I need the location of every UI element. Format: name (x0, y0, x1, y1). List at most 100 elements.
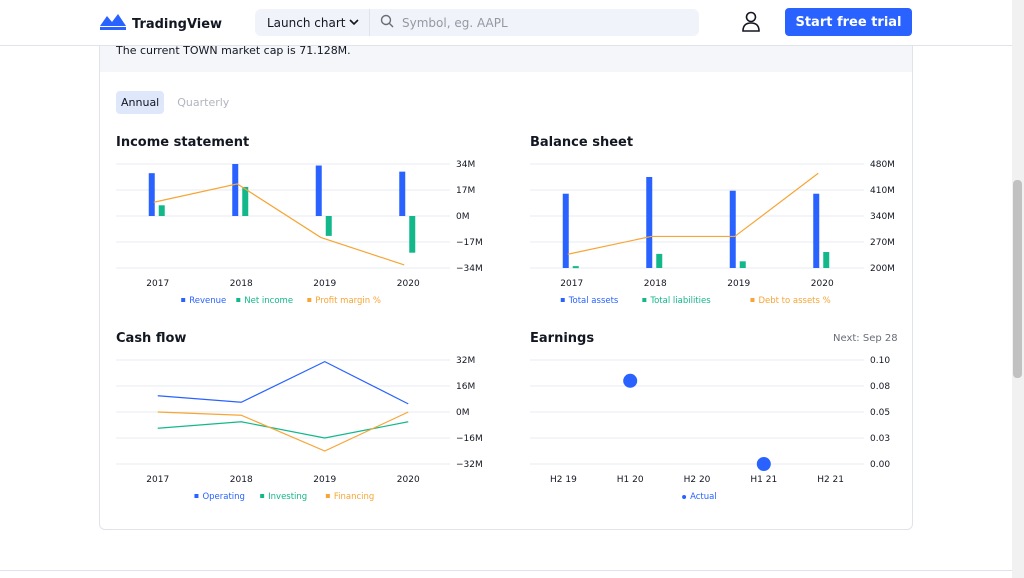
total-liabilities-bar[interactable] (572, 266, 579, 269)
y-tick-label: 0.10 (870, 356, 890, 366)
net-income-bar[interactable] (242, 186, 249, 216)
total-assets-bar[interactable] (729, 190, 736, 268)
total-liabilities-bar[interactable] (739, 261, 746, 268)
legend-marker (307, 298, 312, 302)
total-assets-bar[interactable] (813, 193, 820, 268)
y-tick-label: −32M (456, 460, 483, 470)
earnings-title[interactable]: Earnings (530, 331, 595, 346)
actual-point[interactable] (623, 373, 638, 388)
income-statement-title[interactable]: Income statement (116, 135, 250, 150)
next-earnings-date: Next: Sep 28 (833, 333, 898, 344)
legend-marker (642, 298, 647, 302)
x-tick-label: 2017 (560, 279, 583, 289)
legend-marker (260, 494, 265, 498)
revenue-bar[interactable] (148, 173, 155, 216)
y-tick-label: 0M (456, 212, 470, 222)
x-tick-label: 2018 (644, 279, 667, 289)
legend-label-financing[interactable]: Financing (334, 492, 374, 502)
launch-chart-label: Launch chart (267, 15, 346, 30)
tab-annual[interactable]: Annual (116, 91, 165, 114)
y-tick-label: 0.08 (870, 382, 890, 392)
y-tick-label: 340M (870, 212, 895, 222)
x-tick-label: 2017 (146, 279, 169, 289)
legend-label-total-assets[interactable]: Total assets (568, 296, 619, 306)
cash-flow-chart: 32M 16M 0M −16M −32M 2017 2018 2019 2020 Operatin… (116, 356, 483, 502)
total-assets-bar[interactable] (562, 193, 569, 268)
divider (0, 570, 1012, 571)
legend-marker (181, 298, 186, 302)
x-tick-label: 2018 (230, 279, 253, 289)
x-tick-label: H2 21 (817, 475, 844, 485)
y-tick-label: 480M (870, 160, 895, 170)
revenue-bar[interactable] (232, 164, 239, 216)
x-tick-label: 2019 (313, 475, 336, 485)
scrollbar-thumb[interactable] (1013, 180, 1022, 378)
legend-marker (560, 298, 565, 302)
legend-label-total-liabilities[interactable]: Total liabilities (649, 296, 711, 306)
legend-label-net-income[interactable]: Net income (244, 296, 293, 306)
total-liabilities-bar[interactable] (656, 253, 663, 268)
debt-to-assets-line[interactable] (567, 172, 819, 255)
financials-card (99, 30, 913, 530)
balance-sheet-chart: 480M 410M 340M 270M 200M 2017 2018 2019 2020 Tota… (530, 160, 895, 306)
investing-line[interactable] (157, 421, 409, 439)
profit-margin-line[interactable] (153, 183, 405, 266)
y-tick-label: 0.00 (870, 460, 890, 470)
y-tick-label: 0M (456, 408, 470, 418)
start-free-trial-button[interactable]: Start free trial (785, 8, 912, 36)
y-tick-label: −17M (456, 238, 483, 248)
tab-quarterly[interactable]: Quarterly (177, 96, 230, 109)
market-cap-text: The current TOWN market cap is 71.128M. (116, 44, 351, 57)
legend-label-actual[interactable]: Actual (690, 492, 717, 502)
y-tick-label: 270M (870, 238, 895, 248)
search-input[interactable] (402, 15, 682, 30)
x-tick-label: 2020 (397, 475, 420, 485)
financing-line[interactable] (157, 411, 409, 452)
legend-label-revenue[interactable]: Revenue (189, 296, 226, 306)
total-assets-bar[interactable] (646, 177, 653, 268)
revenue-bar[interactable] (399, 171, 406, 216)
y-tick-label: 17M (456, 186, 475, 196)
user-icon[interactable] (741, 11, 761, 37)
actual-point[interactable] (756, 457, 771, 471)
search-icon (380, 14, 394, 31)
x-tick-label: 2020 (811, 279, 834, 289)
chevron-down-icon (348, 15, 360, 32)
legend-marker (682, 495, 687, 499)
x-tick-label: 2017 (146, 475, 169, 485)
x-tick-label: 2020 (397, 279, 420, 289)
legend-marker (194, 494, 199, 498)
legend-marker (236, 298, 241, 302)
net-income-bar[interactable] (158, 205, 165, 216)
brand-logo[interactable]: TradingView (100, 12, 222, 36)
tradingview-logo-icon (100, 12, 126, 36)
y-tick-label: 0.03 (870, 434, 890, 444)
y-tick-label: 34M (456, 160, 475, 170)
revenue-bar[interactable] (315, 165, 322, 216)
legend-label-investing[interactable]: Investing (268, 492, 307, 502)
x-tick-label: H2 19 (550, 475, 577, 485)
legend-marker (325, 494, 330, 498)
period-tabs: Annual Quarterly (116, 91, 234, 114)
balance-sheet-title[interactable]: Balance sheet (530, 135, 634, 150)
net-income-bar[interactable] (325, 216, 332, 236)
cash-flow-title[interactable]: Cash flow (116, 331, 187, 346)
legend-label-profit-margin[interactable]: Profit margin % (315, 296, 381, 306)
y-tick-label: 410M (870, 186, 895, 196)
x-tick-label: H2 20 (684, 475, 711, 485)
x-tick-label: 2019 (727, 279, 750, 289)
legend-label-debt-to-assets[interactable]: Debt to assets % (758, 296, 830, 306)
y-tick-label: 32M (456, 356, 475, 366)
y-tick-label: −34M (456, 264, 483, 274)
y-tick-label: −16M (456, 434, 483, 444)
symbol-search[interactable] (369, 9, 699, 36)
y-tick-label: 0.05 (870, 408, 890, 418)
total-liabilities-bar[interactable] (823, 252, 830, 268)
legend-label-operating[interactable]: Operating (202, 492, 245, 502)
net-income-bar[interactable] (409, 216, 416, 253)
top-bar: TradingView Launch chart Start free tria… (0, 0, 1012, 46)
launch-chart-button[interactable]: Launch chart (255, 9, 369, 36)
operating-line[interactable] (157, 360, 409, 405)
brand-name: TradingView (132, 16, 223, 32)
x-tick-label: 2019 (313, 279, 336, 289)
